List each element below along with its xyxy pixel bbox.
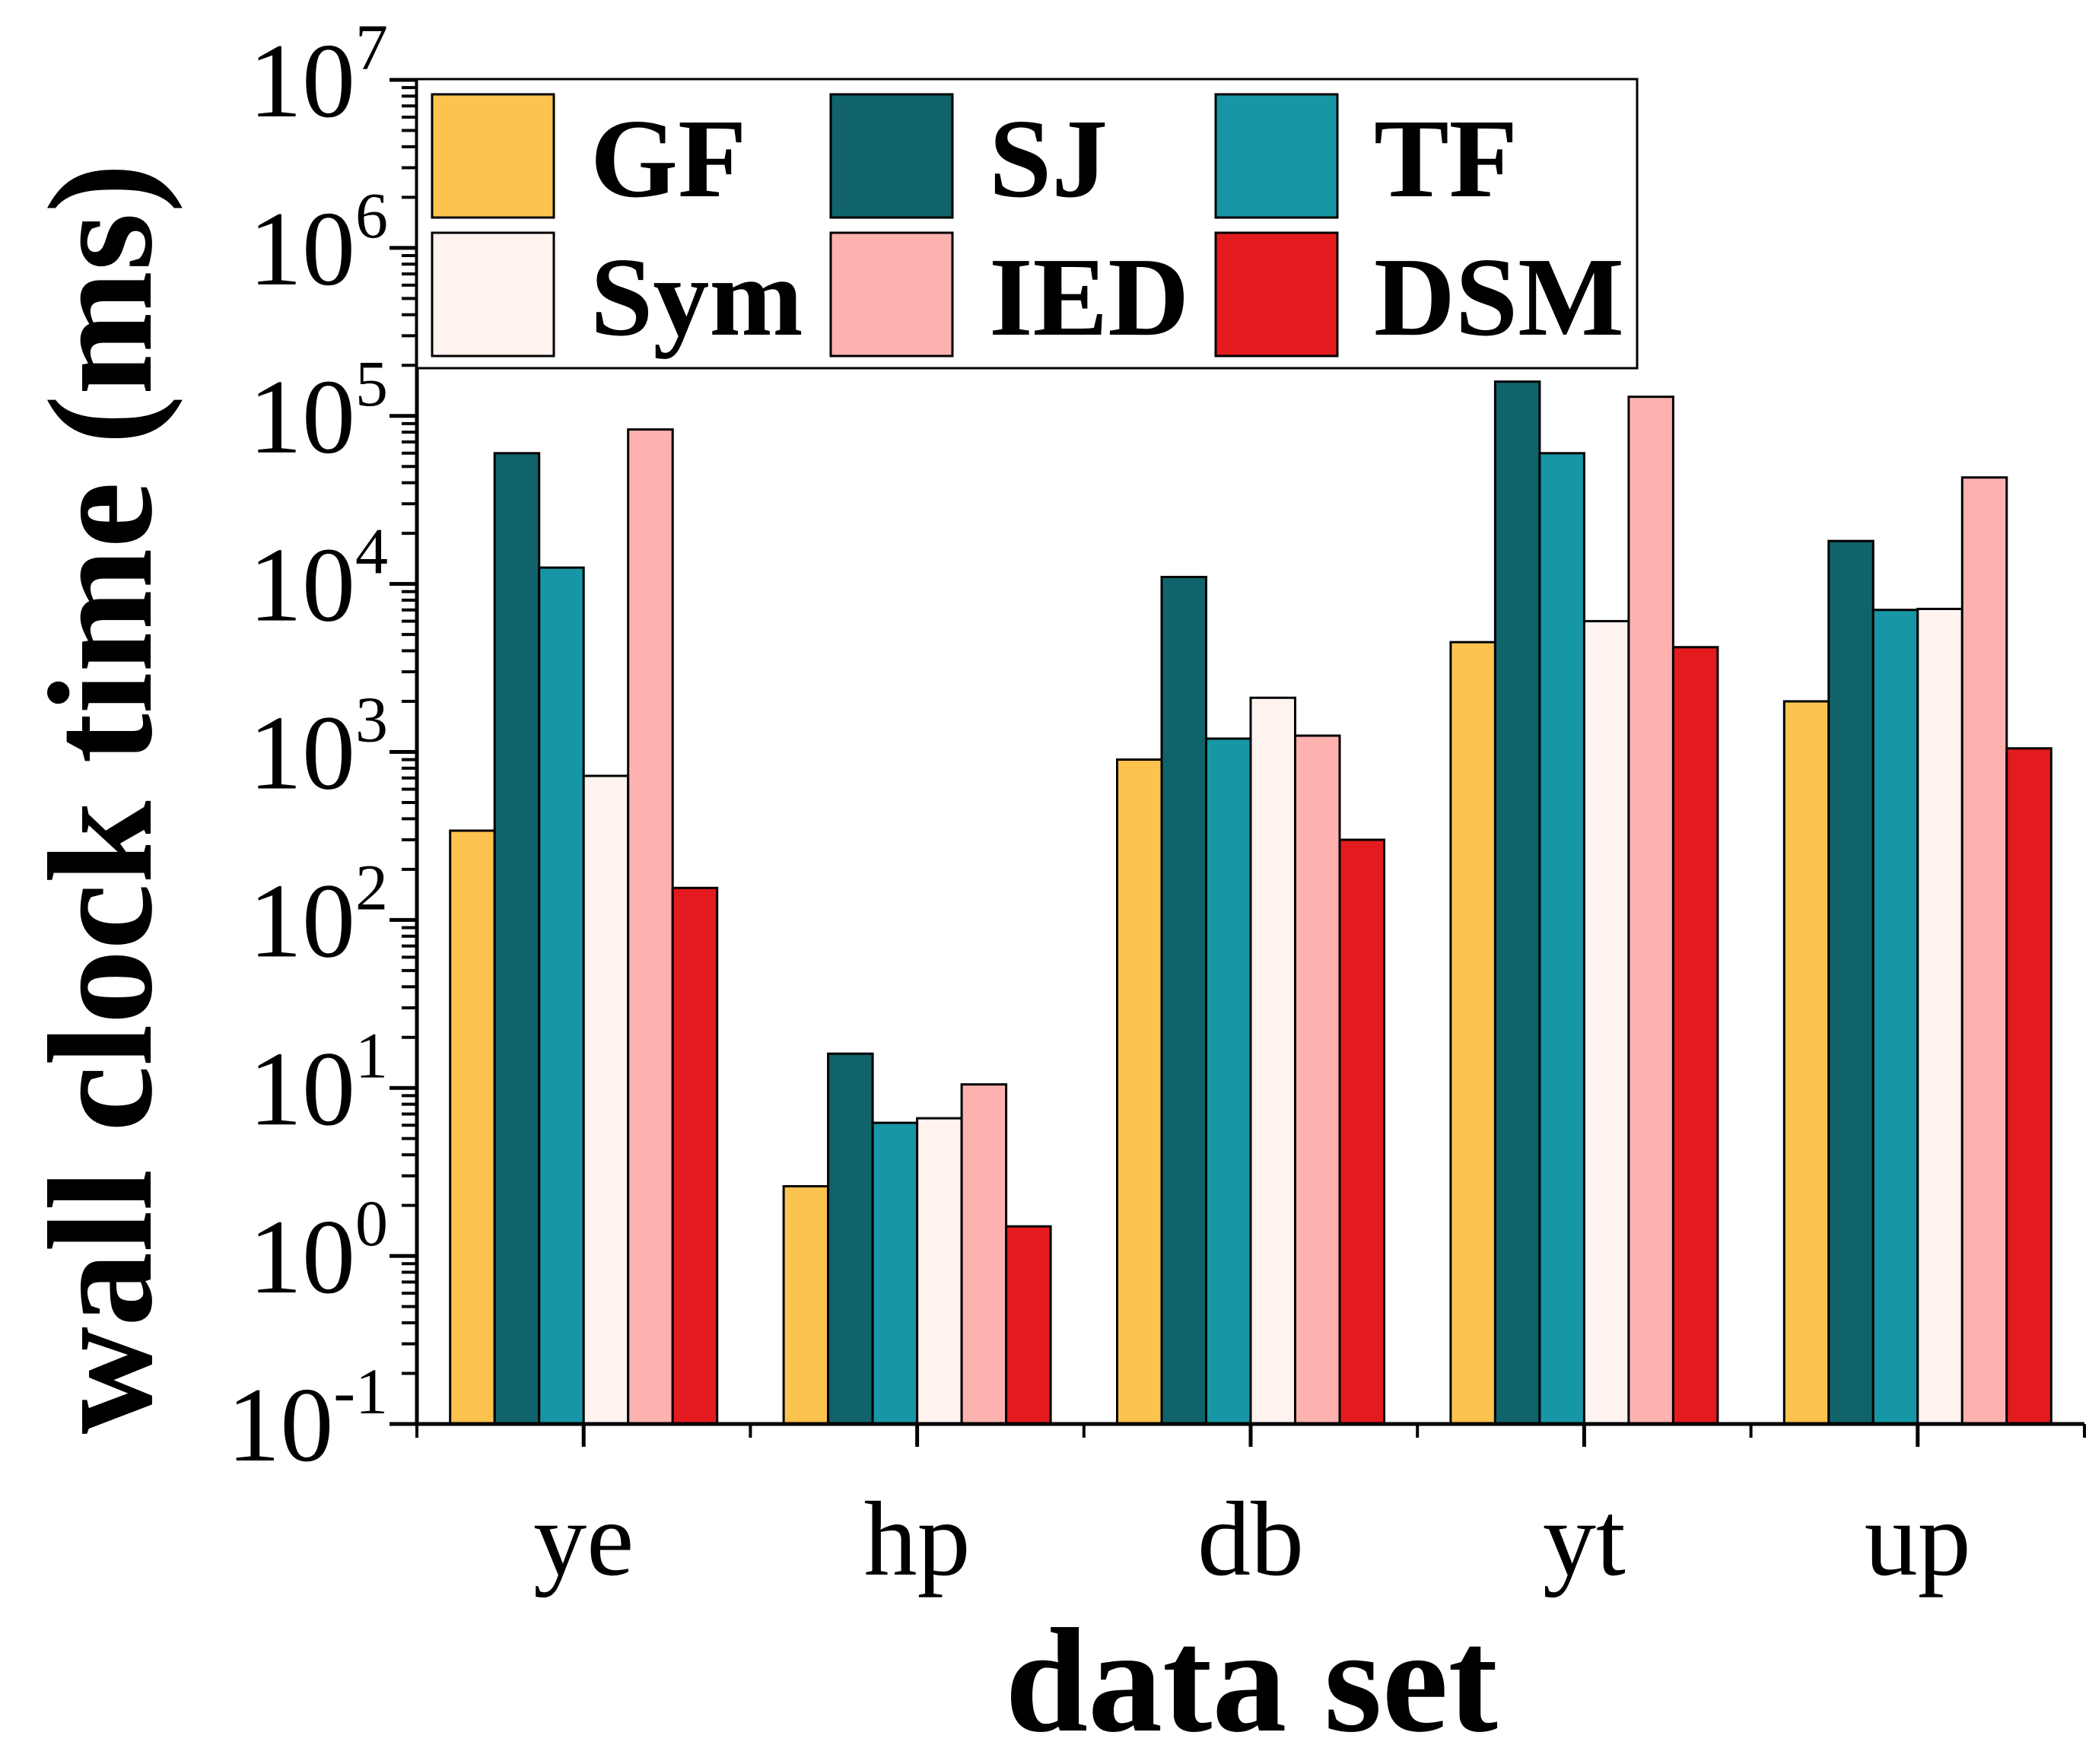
legend-label-sj: SJ xyxy=(989,97,1108,221)
bar-dsm-hp xyxy=(1005,1225,1052,1426)
legend-swatch-ied xyxy=(829,231,954,358)
legend-swatch-sj xyxy=(829,93,954,219)
bar-gf-yt xyxy=(1449,640,1496,1426)
legend-label-ied: IED xyxy=(989,235,1189,360)
bar-dsm-db xyxy=(1338,838,1385,1426)
bar-gf-ye xyxy=(449,829,496,1426)
ticks-layer: 10-1 100 101 102 103 104 105 106 107 ye hp db yt up xyxy=(227,11,2086,1598)
legend-label-sym: Sym xyxy=(590,235,803,360)
y-axis-title: wall clock time (ms) xyxy=(18,164,183,1435)
bar-tf-db xyxy=(1205,737,1252,1426)
bar-dsm-yt xyxy=(1671,646,1719,1426)
x-tick-label-yt: yt xyxy=(1543,1480,1626,1598)
legend-frame xyxy=(415,78,1639,370)
y-tick-label: 107 xyxy=(249,11,388,140)
bar-sym-yt xyxy=(1582,620,1630,1426)
bar-gf-hp xyxy=(782,1185,830,1426)
bar-dsm-up xyxy=(2005,747,2052,1426)
bar-gf-up xyxy=(1782,700,1830,1426)
bar-tf-hp xyxy=(871,1121,919,1426)
y-tick-label: 100 xyxy=(249,1187,388,1316)
y-tick-label: 105 xyxy=(249,347,388,476)
legend-swatch-dsm xyxy=(1214,231,1339,358)
bar-sym-hp xyxy=(916,1117,963,1426)
bar-gf-db xyxy=(1116,758,1163,1426)
y-tick-label: 104 xyxy=(249,515,388,644)
bar-sym-ye xyxy=(582,774,630,1426)
legend-swatch-gf xyxy=(431,93,555,219)
legend-label-gf: GF xyxy=(590,97,747,221)
bar-ied-hp xyxy=(960,1083,1008,1426)
bar-tf-up xyxy=(1871,609,1919,1426)
bar-ied-yt xyxy=(1627,396,1674,1426)
legend: GF SJ TF Sym IED DSM xyxy=(415,78,1639,370)
bar-sj-yt xyxy=(1493,380,1541,1426)
legend-swatch-sym xyxy=(431,231,555,358)
bar-sym-up xyxy=(1916,608,1963,1426)
x-tick-label-hp: hp xyxy=(864,1480,971,1598)
y-tick-label: 101 xyxy=(249,1019,388,1148)
x-tick-label-db: db xyxy=(1197,1480,1304,1598)
x-tick-label-ye: ye xyxy=(533,1480,634,1598)
bars-layer xyxy=(449,380,2052,1426)
bar-dsm-ye xyxy=(671,886,719,1426)
bar-ied-db xyxy=(1294,734,1341,1426)
y-tick-label: 10-1 xyxy=(227,1355,388,1484)
legend-label-tf: TF xyxy=(1374,97,1518,221)
bar-ied-ye xyxy=(627,428,674,1426)
y-tick-label: 102 xyxy=(249,850,388,980)
bar-tf-yt xyxy=(1538,452,1585,1426)
x-tick-label-up: up xyxy=(1865,1480,1971,1598)
bar-sj-db xyxy=(1160,576,1207,1426)
y-tick-label: 106 xyxy=(249,179,388,308)
bar-tf-ye xyxy=(538,566,585,1426)
bar-sj-hp xyxy=(827,1052,874,1426)
y-tick-label: 103 xyxy=(249,683,388,812)
bar-sj-ye xyxy=(493,452,541,1426)
x-axis-title: data set xyxy=(1005,1598,1498,1763)
legend-label-dsm: DSM xyxy=(1374,235,1624,360)
bar-sym-db xyxy=(1249,696,1296,1426)
legend-swatch-tf xyxy=(1214,93,1339,219)
bar-sj-up xyxy=(1827,539,1874,1426)
bar-ied-up xyxy=(1960,476,2008,1426)
